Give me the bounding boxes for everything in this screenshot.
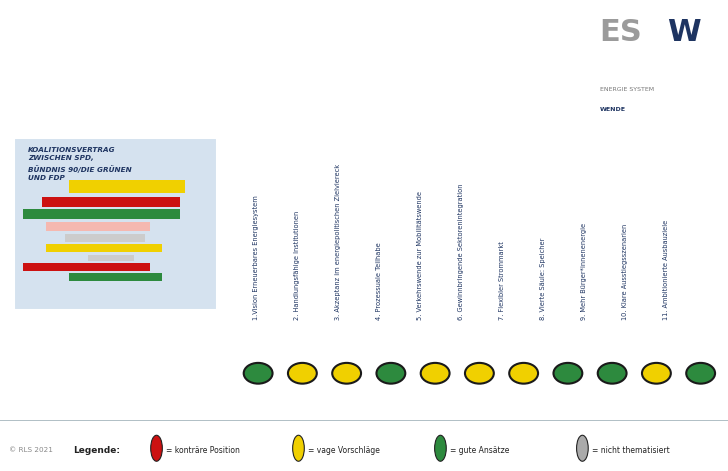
Text: = vage Vorschläge: = vage Vorschläge: [308, 446, 380, 455]
Text: ES: ES: [600, 18, 642, 48]
Text: 7. Flexibler Strommarkt: 7. Flexibler Strommarkt: [499, 241, 505, 320]
Text: © RLS 2021: © RLS 2021: [9, 447, 52, 454]
Bar: [69, 273, 162, 281]
Text: 10. Klare Ausstiegsszenarien: 10. Klare Ausstiegsszenarien: [622, 224, 628, 320]
Text: WENDE: WENDE: [600, 107, 625, 113]
Text: W: W: [667, 18, 700, 48]
Text: 11. Ambitionierte Ausbauziele: 11. Ambitionierte Ausbauziele: [663, 219, 669, 320]
Ellipse shape: [435, 435, 446, 461]
Text: 2. Handlungsfähige Institutionen: 2. Handlungsfähige Institutionen: [294, 211, 300, 320]
Text: 9. Mehr Bürger*innenenergie: 9. Mehr Bürger*innenenergie: [582, 223, 587, 320]
Text: 3. Akzeptanz im energiepolitischen Zielviereck: 3. Akzeptanz im energiepolitischen Zielv…: [335, 164, 341, 320]
Ellipse shape: [151, 435, 162, 461]
Bar: [65, 234, 146, 242]
Bar: [46, 222, 150, 231]
Text: Legende:: Legende:: [73, 446, 120, 455]
Ellipse shape: [598, 363, 627, 384]
Ellipse shape: [687, 363, 715, 384]
Bar: [46, 244, 162, 252]
Text: KOALITIONSVERTRAG
ZWISCHEN SPD,
BÜNDNIS 90/DIE GRÜNEN
UND FDP: KOALITIONSVERTRAG ZWISCHEN SPD, BÜNDNIS …: [28, 147, 132, 181]
Text: ENERGIE SYSTEM: ENERGIE SYSTEM: [600, 87, 654, 92]
Ellipse shape: [288, 363, 317, 384]
Text: 4. Prozessuale Teilhabe: 4. Prozessuale Teilhabe: [376, 242, 382, 320]
Text: 5. Verkehrswende zur Mobilitätswende: 5. Verkehrswende zur Mobilitätswende: [417, 191, 423, 320]
Text: 1.Vision Erneuerbares Energiesystem: 1.Vision Erneuerbares Energiesystem: [253, 195, 259, 320]
Ellipse shape: [293, 435, 304, 461]
Ellipse shape: [244, 363, 272, 384]
Ellipse shape: [376, 363, 405, 384]
Text: Analyse des
Koalitionsvertrags der
Ampelregierung: Analyse des Koalitionsvertrags der Ampel…: [23, 10, 208, 65]
Ellipse shape: [642, 363, 670, 384]
Ellipse shape: [465, 363, 494, 384]
Bar: [23, 210, 180, 219]
Ellipse shape: [509, 363, 538, 384]
Bar: [69, 180, 185, 193]
Ellipse shape: [421, 363, 450, 384]
Text: 8. Vierte Säule: Speicher: 8. Vierte Säule: Speicher: [540, 237, 546, 320]
Bar: [23, 263, 150, 271]
Text: = gute Ansätze: = gute Ansätze: [450, 446, 510, 455]
Text: Aufbruch ins
Erneuerbare
Energiesystem?: Aufbruch ins Erneuerbare Energiesystem?: [53, 354, 178, 405]
Text: = nicht thematisiert: = nicht thematisiert: [592, 446, 670, 455]
Bar: [41, 197, 180, 207]
Bar: [87, 254, 134, 261]
Ellipse shape: [553, 363, 582, 384]
Text: 6. Gewinnbringende Sektorenintegration: 6. Gewinnbringende Sektorenintegration: [458, 183, 464, 320]
Text: = konträre Position: = konträre Position: [166, 446, 240, 455]
FancyBboxPatch shape: [14, 138, 217, 310]
Ellipse shape: [332, 363, 361, 384]
Ellipse shape: [577, 435, 588, 461]
